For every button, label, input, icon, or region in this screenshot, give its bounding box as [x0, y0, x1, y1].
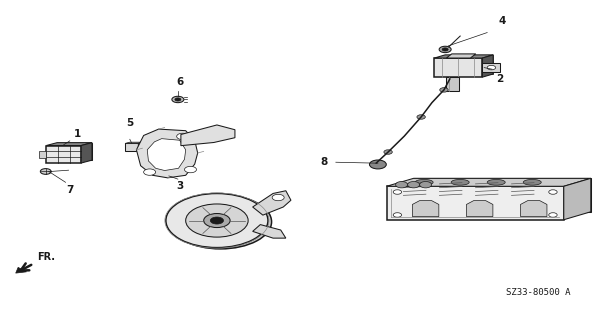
Circle shape [393, 213, 402, 217]
Circle shape [210, 217, 223, 224]
Polygon shape [521, 201, 547, 217]
Text: 2: 2 [496, 74, 503, 84]
Text: FR.: FR. [37, 252, 55, 262]
Circle shape [40, 169, 51, 174]
Circle shape [549, 190, 557, 194]
Text: 5: 5 [126, 118, 134, 128]
Text: 8: 8 [321, 156, 328, 167]
Ellipse shape [523, 180, 541, 185]
Polygon shape [253, 225, 286, 238]
Circle shape [417, 115, 426, 119]
Circle shape [184, 166, 196, 173]
Polygon shape [138, 142, 143, 151]
Polygon shape [412, 201, 439, 217]
Circle shape [442, 48, 448, 51]
Circle shape [439, 46, 451, 52]
Polygon shape [125, 142, 143, 143]
Circle shape [176, 133, 188, 140]
Circle shape [420, 181, 432, 188]
Polygon shape [386, 186, 563, 220]
Polygon shape [137, 129, 197, 178]
Polygon shape [414, 178, 591, 212]
Polygon shape [147, 139, 185, 171]
Polygon shape [446, 54, 476, 58]
Circle shape [203, 213, 230, 228]
Circle shape [370, 160, 386, 169]
Polygon shape [467, 201, 493, 217]
Polygon shape [434, 58, 482, 77]
Polygon shape [445, 77, 459, 92]
Text: 7: 7 [66, 186, 73, 196]
Circle shape [549, 213, 557, 217]
Ellipse shape [415, 180, 433, 185]
Ellipse shape [487, 180, 505, 185]
Circle shape [144, 169, 156, 175]
Polygon shape [57, 143, 92, 160]
Polygon shape [445, 55, 493, 74]
Circle shape [439, 88, 448, 92]
Polygon shape [46, 146, 81, 163]
Polygon shape [434, 55, 493, 58]
Polygon shape [563, 178, 591, 220]
Circle shape [487, 65, 495, 70]
Text: 4: 4 [498, 16, 505, 27]
Circle shape [384, 150, 393, 154]
Text: SZ33-80500 A: SZ33-80500 A [506, 288, 571, 297]
Text: 6: 6 [176, 77, 183, 87]
Polygon shape [16, 268, 26, 273]
Text: 1: 1 [74, 129, 81, 139]
Circle shape [172, 96, 184, 103]
Circle shape [272, 194, 284, 201]
Circle shape [175, 98, 181, 101]
Ellipse shape [451, 180, 469, 185]
Circle shape [185, 204, 248, 237]
Polygon shape [181, 125, 235, 146]
Circle shape [393, 190, 402, 194]
Circle shape [396, 181, 408, 188]
Circle shape [408, 181, 420, 188]
Polygon shape [125, 143, 138, 151]
Polygon shape [386, 178, 591, 186]
Circle shape [170, 195, 272, 249]
Polygon shape [81, 143, 92, 163]
Polygon shape [46, 143, 92, 146]
Polygon shape [482, 63, 500, 72]
Polygon shape [482, 55, 493, 77]
Polygon shape [39, 151, 46, 158]
Polygon shape [253, 191, 291, 215]
Circle shape [166, 194, 268, 248]
Text: 3: 3 [176, 181, 183, 191]
